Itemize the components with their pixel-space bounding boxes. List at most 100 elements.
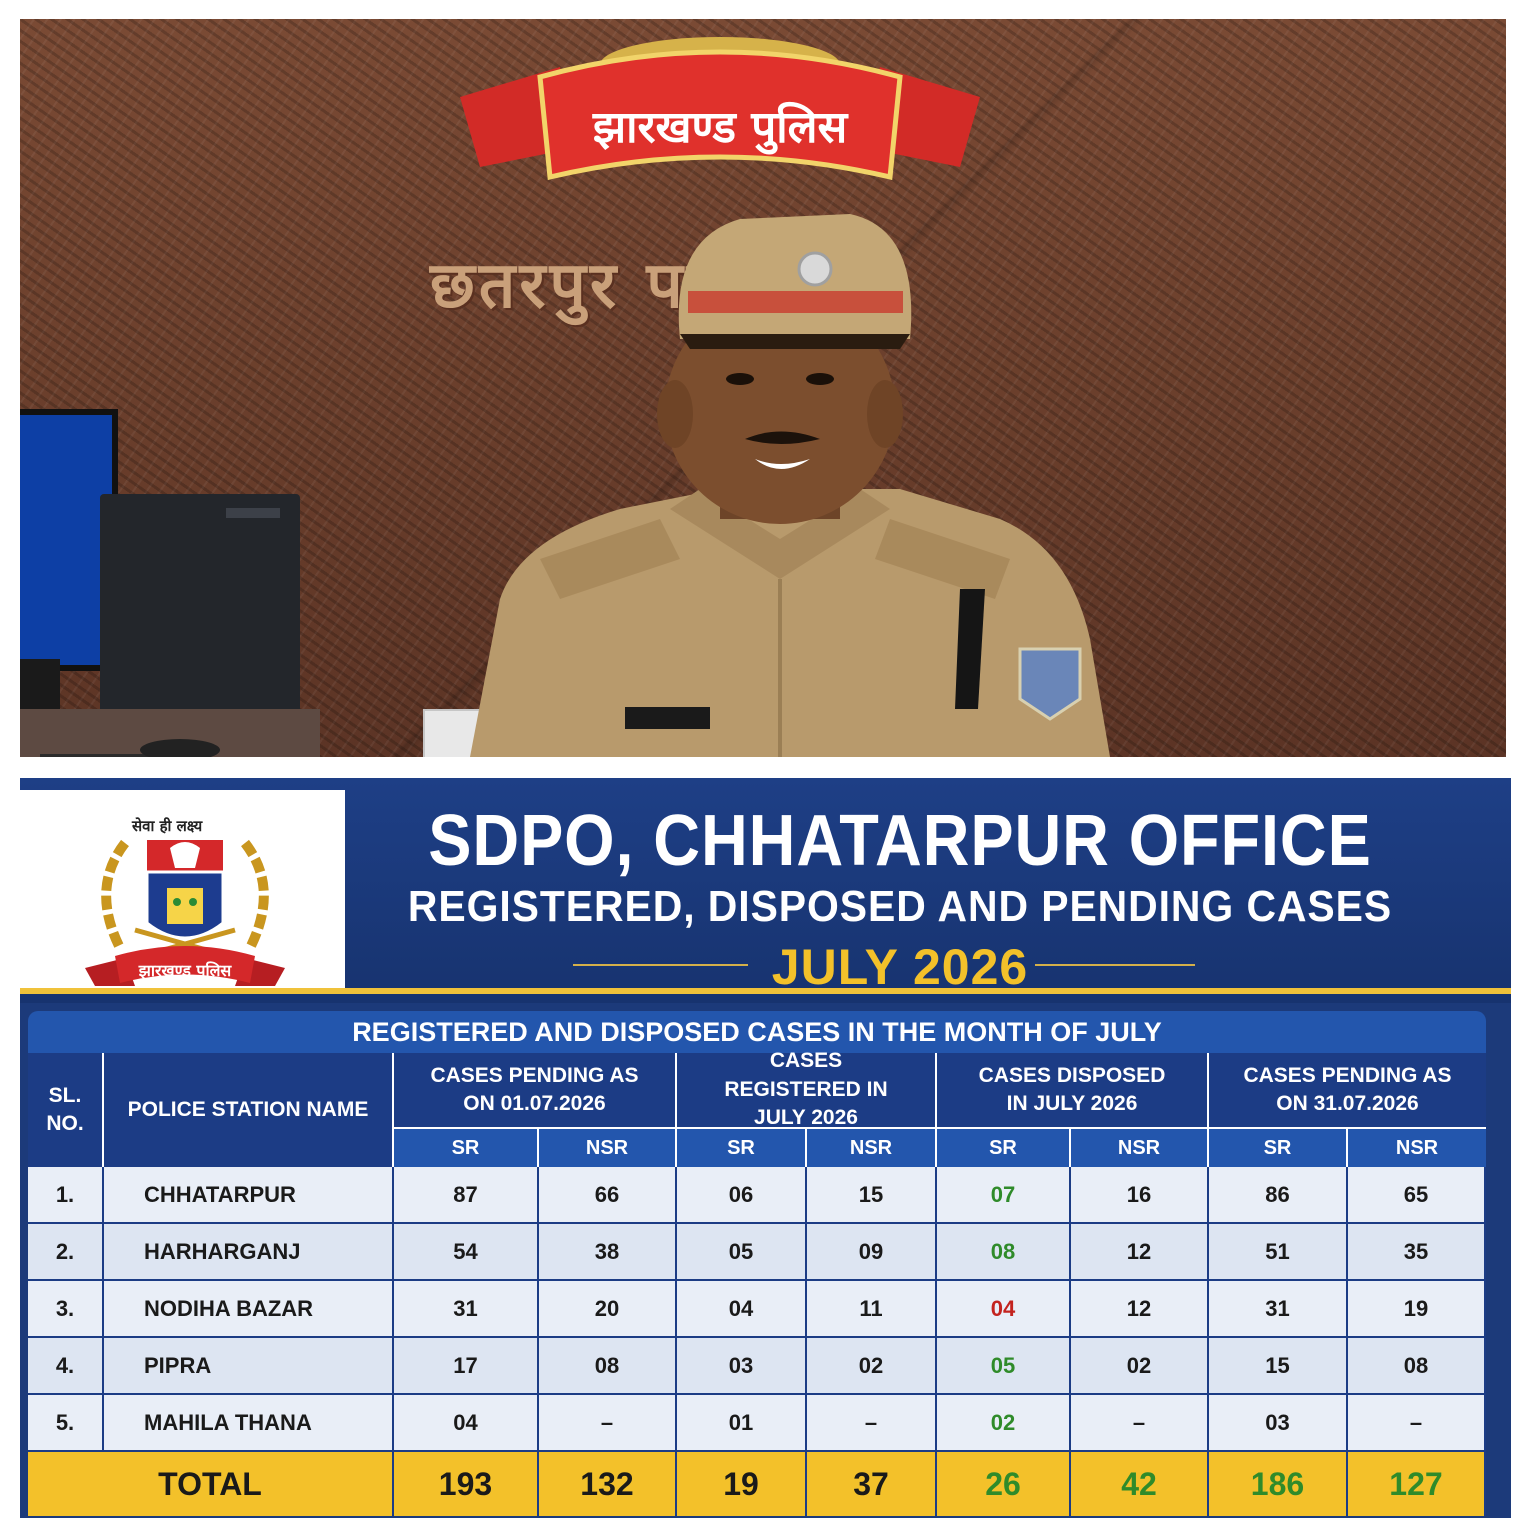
total-p1-nsr: 132	[539, 1452, 677, 1516]
cell-p2-sr: 31	[1209, 1281, 1348, 1338]
header-pending-end: CASES PENDING AS ON 31.07.2026	[1209, 1053, 1486, 1127]
cell-p2-sr: 86	[1209, 1167, 1348, 1224]
cell-name: CHHATARPUR	[104, 1167, 394, 1224]
cell-p2-nsr: 08	[1348, 1338, 1486, 1395]
cell-sl: 4.	[28, 1338, 104, 1395]
header-station-name: POLICE STATION NAME	[104, 1053, 394, 1167]
poster-period: JULY 2026	[771, 939, 1029, 995]
cell-r-sr: 06	[677, 1167, 807, 1224]
cell-d-sr: 04	[937, 1281, 1071, 1338]
total-r-sr: 19	[677, 1452, 807, 1516]
cell-name: PIPRA	[104, 1338, 394, 1395]
cell-sl: 5.	[28, 1395, 104, 1452]
cell-p1-sr: 31	[394, 1281, 539, 1338]
table-row: 5. MAHILA THANA 04–01–02–03–	[28, 1395, 1486, 1452]
mouse	[140, 739, 220, 757]
table-row: 1. CHHATARPUR 87 66 06 15 07 16 86 65	[28, 1167, 1486, 1224]
cell-d-nsr: 16	[1071, 1167, 1209, 1224]
officer-photo: झारखण्ड पुलिस छतरपुर पलामू	[20, 19, 1506, 757]
cell-p1-sr: 54	[394, 1224, 539, 1281]
keyboard	[40, 754, 160, 757]
cell-r-nsr: 02	[807, 1338, 937, 1395]
poster-subtitle: REGISTERED, DISPOSED AND PENDING CASES	[407, 882, 1393, 931]
cell-d-nsr: 02	[1071, 1338, 1209, 1395]
cell-sl: 3.	[28, 1281, 104, 1338]
cell-r-nsr: 15	[807, 1167, 937, 1224]
subheader-nsr: NSR	[1348, 1127, 1486, 1167]
cell-sl: 1.	[28, 1167, 104, 1224]
cell-d-nsr: 12	[1071, 1224, 1209, 1281]
table-row: 4. PIPRA 17 08 03 02 05 02 15 08	[28, 1338, 1486, 1395]
cell-d-sr: 07	[937, 1167, 1071, 1224]
cell-p1-nsr: 38	[539, 1224, 677, 1281]
gold-divider	[20, 988, 1511, 994]
subheader-sr: SR	[937, 1127, 1071, 1167]
cell-r-sr: 04	[677, 1281, 807, 1338]
banner-text: झारखण्ड पुलिस	[592, 101, 850, 155]
total-d-sr: 26	[937, 1452, 1071, 1516]
case-statistics-poster: सेवा ही लक्ष्य झारखण्ड	[20, 778, 1511, 1518]
cell-r-sr: 05	[677, 1224, 807, 1281]
cell-p1-sr: 17	[394, 1338, 539, 1395]
cell-r-nsr: 09	[807, 1224, 937, 1281]
cell-name: NODIHA BAZAR	[104, 1281, 394, 1338]
cell-name: HARHARGANJ	[104, 1224, 394, 1281]
police-crest-icon: झारखण्ड पुलिस	[85, 839, 285, 986]
cell-p1-sr: 87	[394, 1167, 539, 1224]
cell-p1-nsr: 66	[539, 1167, 677, 1224]
cell-name: MAHILA THANA	[104, 1395, 394, 1452]
cell-p2-nsr: –	[1348, 1395, 1486, 1452]
cell-d-nsr: –	[1071, 1395, 1209, 1452]
header-disposed: CASES DISPOSED IN JULY 2026	[937, 1053, 1209, 1127]
subheader-sr: SR	[677, 1127, 807, 1167]
police-officer	[470, 214, 1110, 757]
poster-title: SDPO, CHHATARPUR OFFICE	[428, 801, 1372, 881]
cell-d-sr: 08	[937, 1224, 1071, 1281]
cell-d-nsr: 12	[1071, 1281, 1209, 1338]
table-caption: REGISTERED AND DISPOSED CASES IN THE MON…	[28, 1011, 1486, 1053]
logo-ribbon-text: झारखण्ड पुलिस	[138, 961, 233, 981]
cell-p1-nsr: –	[539, 1395, 677, 1452]
header-registered: CASES REGISTERED IN JULY 2026	[677, 1049, 937, 1129]
cell-p2-nsr: 65	[1348, 1167, 1486, 1224]
subheader-nsr: NSR	[1071, 1127, 1209, 1167]
total-label: TOTAL	[28, 1452, 394, 1516]
cell-p1-nsr: 08	[539, 1338, 677, 1395]
subheader-sr: SR	[394, 1127, 539, 1167]
jharkhand-police-logo: सेवा ही लक्ष्य झारखण्ड	[20, 790, 345, 990]
total-p2-sr: 186	[1209, 1452, 1348, 1516]
cell-d-sr: 05	[937, 1338, 1071, 1395]
cell-sl: 2.	[28, 1224, 104, 1281]
cell-p2-nsr: 35	[1348, 1224, 1486, 1281]
police-emblem-banner: झारखण्ड पुलिस	[460, 37, 980, 181]
total-row: TOTAL 193 132 19 37 26 42 186 127	[28, 1452, 1486, 1516]
title-rule-left	[573, 964, 748, 966]
cell-r-sr: 03	[677, 1338, 807, 1395]
logo-motto: सेवा ही लक्ष्य	[132, 817, 203, 835]
cell-p2-sr: 15	[1209, 1338, 1348, 1395]
cases-table: REGISTERED AND DISPOSED CASES IN THE MON…	[28, 1011, 1486, 1516]
title-rule-right	[1035, 964, 1195, 966]
cell-p1-nsr: 20	[539, 1281, 677, 1338]
cell-r-nsr: –	[807, 1395, 937, 1452]
cell-r-sr: 01	[677, 1395, 807, 1452]
cell-p2-sr: 03	[1209, 1395, 1348, 1452]
total-d-nsr: 42	[1071, 1452, 1209, 1516]
table-row: 3. NODIHA BAZAR 31 20 04 11 04 12 31 19	[28, 1281, 1486, 1338]
cell-p2-nsr: 19	[1348, 1281, 1486, 1338]
poster-header: सेवा ही लक्ष्य झारखण्ड	[20, 778, 1511, 1003]
subheader-nsr: NSR	[539, 1127, 677, 1167]
cell-d-sr: 02	[937, 1395, 1071, 1452]
cpu-tower	[100, 494, 300, 714]
total-r-nsr: 37	[807, 1452, 937, 1516]
header-pending-start: CASES PENDING AS ON 01.07.2026	[394, 1053, 677, 1127]
subheader-sr: SR	[1209, 1127, 1348, 1167]
cell-p2-sr: 51	[1209, 1224, 1348, 1281]
total-p1-sr: 193	[394, 1452, 539, 1516]
cell-r-nsr: 11	[807, 1281, 937, 1338]
subheader-nsr: NSR	[807, 1127, 937, 1167]
total-p2-nsr: 127	[1348, 1452, 1486, 1516]
table-row: 2. HARHARGANJ 54 38 05 09 08 12 51 35	[28, 1224, 1486, 1281]
header-sl-no: SL. NO.	[28, 1053, 104, 1167]
cell-p1-sr: 04	[394, 1395, 539, 1452]
